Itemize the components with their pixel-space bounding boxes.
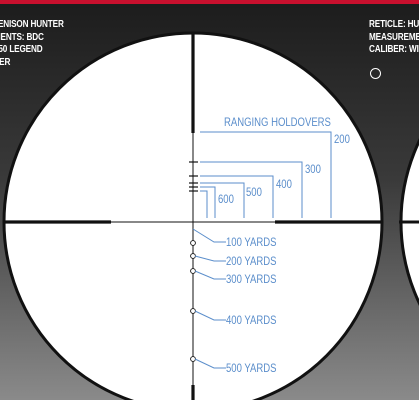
holdover-label-100: 100 YARDS [226,236,276,249]
holdover-label-300: 300 YARDS [226,273,276,286]
ranging-label-600: 600 [218,193,234,206]
holdover-leader-200 [194,255,226,262]
left-reticle-name: RETICLE: VENISON HUNTER [0,18,64,30]
ranging-bracket-200 [200,161,303,218]
holdover-label-400: 400 YARDS [226,314,276,327]
ranging-bracket-400 [200,182,245,218]
ranging-label-300: 300 [305,163,321,176]
holdover-dot-200 [190,253,196,259]
ranging-label-200: 200 [334,133,350,146]
left-ammo: BUSHMASTER [0,55,11,68]
holdover-leader-300 [194,270,226,280]
ranging-label-400: 400 [276,178,292,191]
ranging-bracket-500 [200,186,216,218]
left-reticle-info: RETICLE: VENISON HUNTER MEASUREMENTS: BD… [0,18,64,68]
holdover-dot-400 [190,308,196,314]
holdover-leaders [192,228,226,369]
holdover-leader-100 [192,228,226,243]
holdover-label-500: 500 YARDS [226,362,276,375]
right-reticle-info: RETICLE: HU MEASUREME CALIBER: WI [369,18,419,56]
ranging-bracket-300 [200,175,274,218]
right-caliber: CALIBER: WI [369,43,419,55]
right-measurements: MEASUREME [369,30,419,43]
holdover-label-200: 200 YARDS [226,255,276,268]
ranging-bracket-top [200,131,332,218]
ranging-label-500: 500 [246,186,262,199]
select-circle-button[interactable] [370,68,381,79]
left-caliber: CALIBER: 350 LEGEND [0,43,43,55]
top-accent-bar [0,0,419,4]
ranging-bracket-600 [200,190,208,218]
right-reticle-name: RETICLE: HU [369,18,419,30]
ranging-brackets [200,131,332,218]
holdover-dot-500 [190,356,196,362]
ranging-title: RANGING HOLDOVERS [224,116,331,129]
holdover-leader-500 [194,358,226,369]
holdover-leader-400 [194,310,226,321]
holdover-dot-300 [190,268,196,274]
left-measurements: MEASUREMENTS: BDC [0,30,44,43]
holdover-dot-100 [190,240,196,246]
